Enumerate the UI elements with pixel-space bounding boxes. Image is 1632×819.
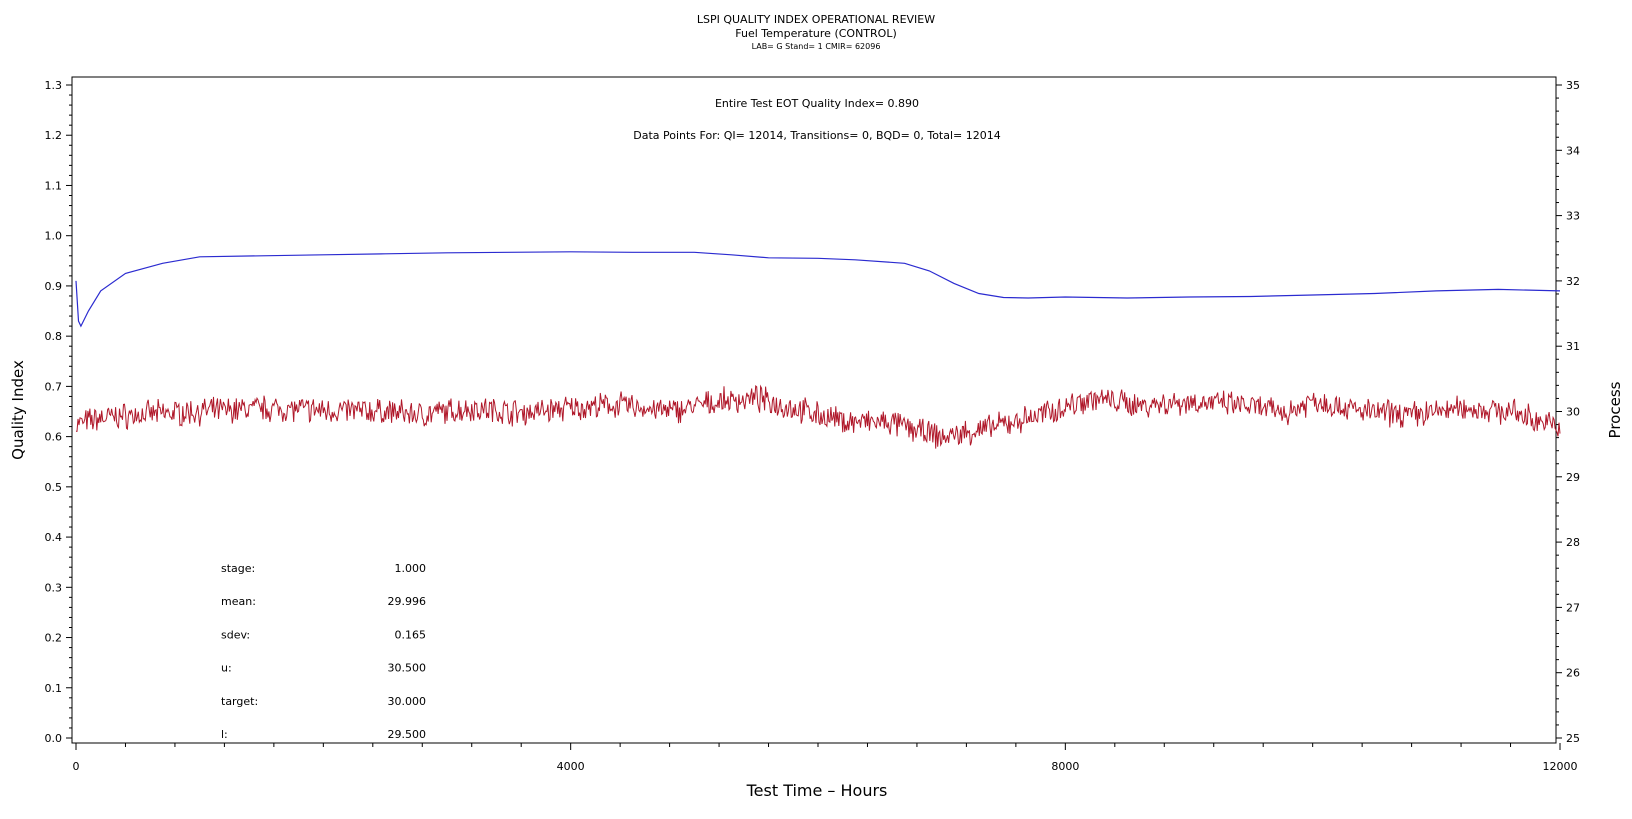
y-left-tick-label: 0.0 (45, 732, 63, 745)
stat-label: l: (221, 728, 228, 741)
y-left-tick-label: 0.5 (45, 481, 63, 494)
y-left-tick-label: 1.3 (45, 79, 63, 92)
y-right-tick-label: 26 (1566, 667, 1580, 680)
stat-value: 30.000 (388, 695, 427, 708)
y-left-tick-label: 1.1 (45, 179, 63, 192)
y-right-tick-label: 35 (1566, 79, 1580, 92)
y-left-tick-label: 1.0 (45, 230, 63, 243)
x-tick-label: 4000 (557, 760, 585, 773)
y-left-tick-label: 0.3 (45, 581, 63, 594)
stat-value: 1.000 (395, 562, 427, 575)
annotation-data-points: Data Points For: QI= 12014, Transitions=… (633, 129, 1001, 142)
chart-subtitle: Fuel Temperature (CONTROL) (735, 27, 897, 40)
chart-subtitle-2: LAB= G Stand= 1 CMIR= 62096 (751, 42, 881, 51)
stat-label: mean: (221, 595, 256, 608)
y-right-tick-label: 30 (1566, 406, 1580, 419)
series-quality-index-line (75, 251, 1561, 328)
y-left-tick-label: 1.2 (45, 129, 63, 142)
plot-frame (71, 76, 1557, 744)
stat-label: target: (221, 695, 258, 708)
y-left-tick-label: 0.7 (45, 380, 63, 393)
annotation-eot: Entire Test EOT Quality Index= 0.890 (715, 97, 919, 110)
y-right-tick-label: 33 (1566, 210, 1580, 223)
y-left-tick-label: 0.4 (45, 531, 63, 544)
stat-value: 30.500 (388, 662, 427, 675)
series-process-line (75, 384, 1561, 449)
y-right-tick-label: 29 (1566, 471, 1580, 484)
y-right-tick-label: 27 (1566, 601, 1580, 614)
y-left-tick-label: 0.1 (45, 682, 63, 695)
stat-value: 29.996 (388, 595, 427, 608)
y-right-tick-label: 34 (1566, 144, 1580, 157)
y-left-tick-label: 0.2 (45, 632, 63, 645)
y-axis-label-right: Process (1606, 381, 1624, 438)
stat-label: u: (221, 662, 232, 675)
y-right-tick-label: 28 (1566, 536, 1580, 549)
y-right-tick-label: 32 (1566, 275, 1580, 288)
y-axis-label-left: Quality Index (9, 360, 27, 460)
x-axis-label: Test Time – Hours (746, 781, 888, 800)
x-tick-label: 0 (73, 760, 80, 773)
y-left-tick-label: 0.9 (45, 280, 63, 293)
stat-value: 0.165 (395, 628, 427, 641)
x-tick-label: 12000 (1543, 760, 1578, 773)
stat-value: 29.500 (388, 728, 427, 741)
y-left-tick-label: 0.8 (45, 330, 63, 343)
y-right-tick-label: 25 (1566, 732, 1580, 745)
x-tick-label: 8000 (1051, 760, 1079, 773)
chart-title: LSPI QUALITY INDEX OPERATIONAL REVIEW (696, 13, 936, 26)
y-left-tick-label: 0.6 (45, 431, 63, 444)
stat-label: sdev: (221, 628, 250, 641)
stat-label: stage: (221, 562, 255, 575)
y-right-tick-label: 31 (1566, 340, 1580, 353)
